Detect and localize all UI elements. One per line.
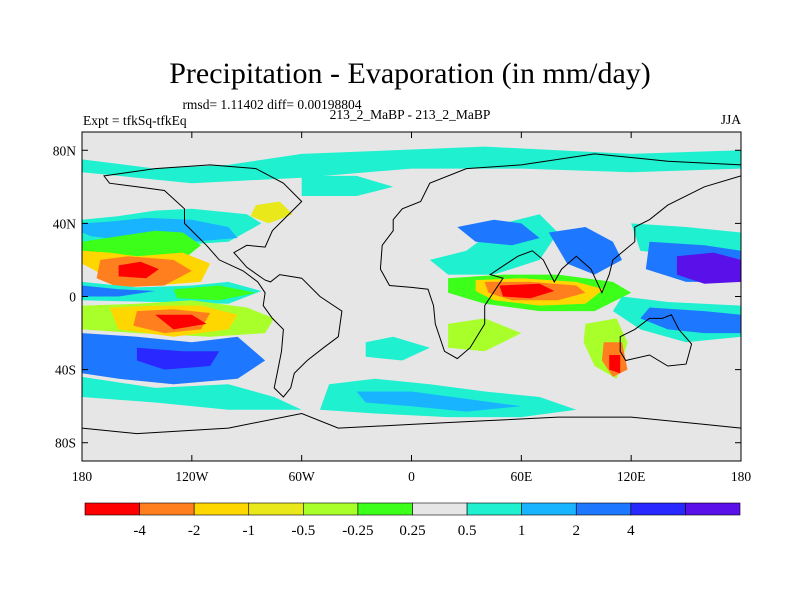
colorbar-swatch [303,502,359,516]
colorbar-swatch [466,502,522,516]
stats-text: rmsd= 1.11402 diff= 0.00198804 [182,97,361,112]
precip-field [82,146,741,418]
colorbar-label: -0.25 [342,523,373,539]
colorbar-label: 0.5 [458,523,477,539]
field-cyan-southern-ocean [82,376,302,410]
field-red-indian [499,283,555,299]
y-axis: 80N 40N 0 40S 80S [53,143,741,451]
x-tick-label: 120W [175,469,208,484]
field-cyan-arctic [82,146,741,184]
colorbar: -4 -2 -1 -0.5 -0.25 0.25 0.5 1 2 4 [84,502,741,539]
colorbar-label: 1 [518,523,526,539]
experiment-label: Expt = tfkSq-tfkEq [83,113,187,128]
field-red-south-pacific [155,314,207,330]
field-blue-asia [457,219,540,246]
colorbar-swatch [630,502,686,516]
x-tick-label: 60E [510,469,532,484]
y-tick-label: 80N [53,143,77,158]
map-plot-area [81,131,742,462]
coast-antarctica [81,412,742,435]
colorbar-label: -4 [133,523,146,539]
colorbar-swatch [685,502,741,516]
field-red-australia [609,355,621,374]
field-blue-east-asia [548,227,622,275]
x-tick-label: 180 [731,469,752,484]
y-tick-label: 0 [69,290,76,305]
colorbar-label: -2 [188,523,201,539]
colorbar-swatch [412,502,468,516]
field-blue-north-pacific [82,217,238,242]
y-tick-label: 80S [55,436,76,451]
y-tick-label: 40N [53,216,77,231]
field-darkblue-south-pacific [136,347,220,370]
season-label: JJA [721,112,742,127]
x-tick-label: 180 [72,469,93,484]
x-tick-label: 60W [289,469,316,484]
y-tick-label: 40S [55,363,76,378]
field-red-pacific-north [118,261,159,279]
colorbar-swatch [84,502,140,516]
field-blue-equator-pacific [82,285,156,297]
colorbar-swatch [357,502,413,516]
field-green-south-indian [448,318,522,352]
colorbar-swatch [139,502,195,516]
colorbar-swatch [248,502,304,516]
x-tick-label: 120E [617,469,646,484]
coast-australia [619,314,693,367]
colorbar-swatch [521,502,577,516]
chart-title: Precipitation - Evaporation (in mm/day) [169,57,651,90]
coastline [81,153,742,435]
coast-americas [103,164,343,398]
field-green-equator-pacific [173,285,256,301]
coast-eurasia-africa [379,153,742,360]
colorbar-swatch [575,502,632,516]
field-yellow-north-america [250,201,293,224]
colorbar-label: 2 [573,523,581,539]
x-axis: 180 120W 60W 0 60E 120E 180 [72,132,752,484]
field-blue-south-atlantic [356,391,522,412]
colorbar-swatch [193,502,250,516]
run-label: 213_2_MaBP - 213_2_MaBP [330,107,491,122]
colorbar-label: -0.5 [291,523,315,539]
colorbar-label: 0.25 [399,523,425,539]
field-blue-south-west-pacific [640,307,741,334]
field-cyan-north-atlantic [301,175,394,196]
colorbar-label: 4 [627,523,635,539]
field-purple-west-pacific [676,252,741,284]
x-tick-label: 0 [408,469,415,484]
field-cyan-mid-atlantic [365,336,430,361]
colorbar-label: -1 [243,523,256,539]
